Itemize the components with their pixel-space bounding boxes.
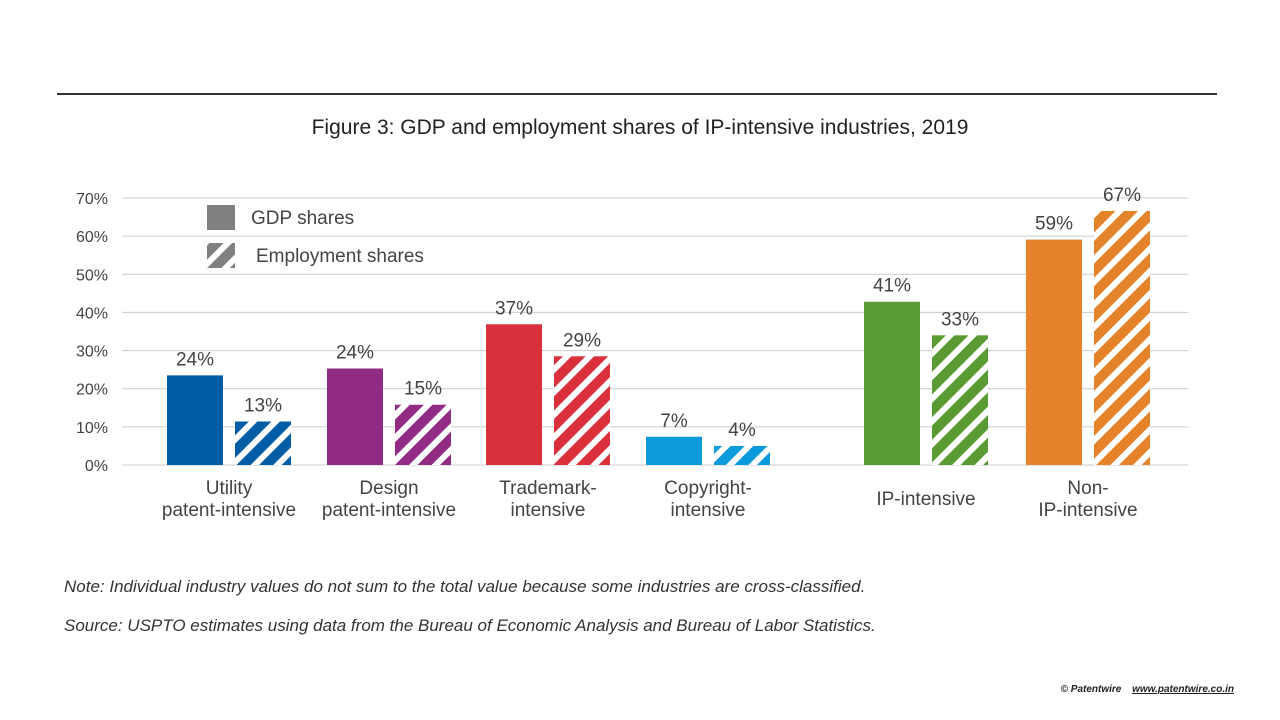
- bar-employment: [714, 445, 770, 465]
- bars: [167, 210, 1150, 465]
- category-labels: Utilitypatent-intensiveDesignpatent-inte…: [162, 478, 1138, 521]
- y-axis-ticks: 0% 10% 20% 30% 40% 50% 60% 70%: [76, 191, 108, 475]
- y-tick-label: 70%: [76, 191, 108, 208]
- category-label: Trademark-: [499, 478, 596, 499]
- category-label: intensive: [511, 500, 586, 521]
- chart-source: Source: USPTO estimates using data from …: [64, 616, 876, 635]
- grid-lines: [122, 197, 1188, 466]
- bar-employment: [932, 335, 988, 465]
- y-tick-label: 10%: [76, 420, 108, 437]
- data-label: 15%: [404, 379, 442, 400]
- credit-owner: © Patentwire: [1060, 684, 1122, 695]
- y-tick-label: 60%: [76, 229, 108, 246]
- data-label: 37%: [495, 298, 533, 319]
- category-label: Utility: [206, 478, 253, 499]
- data-label: 24%: [336, 342, 374, 363]
- bar-employment: [235, 421, 291, 465]
- category-label: intensive: [671, 500, 746, 521]
- top-rule: [57, 93, 1217, 95]
- data-label: 29%: [563, 330, 601, 351]
- y-tick-label: 20%: [76, 382, 108, 399]
- bar-gdp: [486, 324, 542, 465]
- y-tick-label: 50%: [76, 267, 108, 284]
- legend-label: Employment shares: [256, 246, 424, 267]
- legend-swatch-gdp: [207, 205, 235, 230]
- bar-employment: [395, 404, 451, 465]
- legend: GDP shares Employment shares: [207, 205, 424, 268]
- category-label: Copyright-: [664, 478, 752, 499]
- data-label: 7%: [660, 411, 688, 432]
- data-label: 13%: [244, 396, 282, 417]
- category-label: IP-intensive: [1038, 500, 1137, 521]
- chart-title: Figure 3: GDP and employment shares of I…: [311, 116, 969, 139]
- bar-gdp: [327, 368, 383, 465]
- bar-gdp: [646, 436, 702, 465]
- bar-gdp: [864, 301, 920, 465]
- data-label: 67%: [1103, 185, 1141, 206]
- data-label: 59%: [1035, 214, 1073, 235]
- credit-url[interactable]: www.patentwire.co.in: [1132, 684, 1234, 695]
- category-label: patent-intensive: [322, 500, 456, 521]
- data-label: 41%: [873, 276, 911, 297]
- y-tick-label: 0%: [85, 458, 108, 475]
- y-tick-label: 40%: [76, 305, 108, 322]
- legend-label: GDP shares: [251, 208, 354, 229]
- category-label: IP-intensive: [876, 489, 975, 510]
- category-label: Design: [359, 478, 418, 499]
- chart-note: Note: Individual industry values do not …: [64, 577, 866, 596]
- bar-gdp: [167, 375, 223, 465]
- bar-gdp: [1026, 239, 1082, 465]
- category-label: Non-: [1067, 478, 1108, 499]
- data-label: 24%: [176, 349, 214, 370]
- data-label: 33%: [941, 309, 979, 330]
- legend-swatch-employment: [207, 243, 235, 268]
- y-tick-label: 30%: [76, 344, 108, 361]
- category-label: patent-intensive: [162, 500, 296, 521]
- bar-employment: [1094, 210, 1150, 465]
- bar-employment: [554, 356, 610, 465]
- credit-line: © Patentwire www.patentwire.co.in: [1061, 684, 1234, 695]
- data-label: 4%: [728, 420, 756, 441]
- data-labels: 24% 13% 24% 15% 37% 29% 7% 4% 41% 33% 59% 67%: [176, 185, 1141, 441]
